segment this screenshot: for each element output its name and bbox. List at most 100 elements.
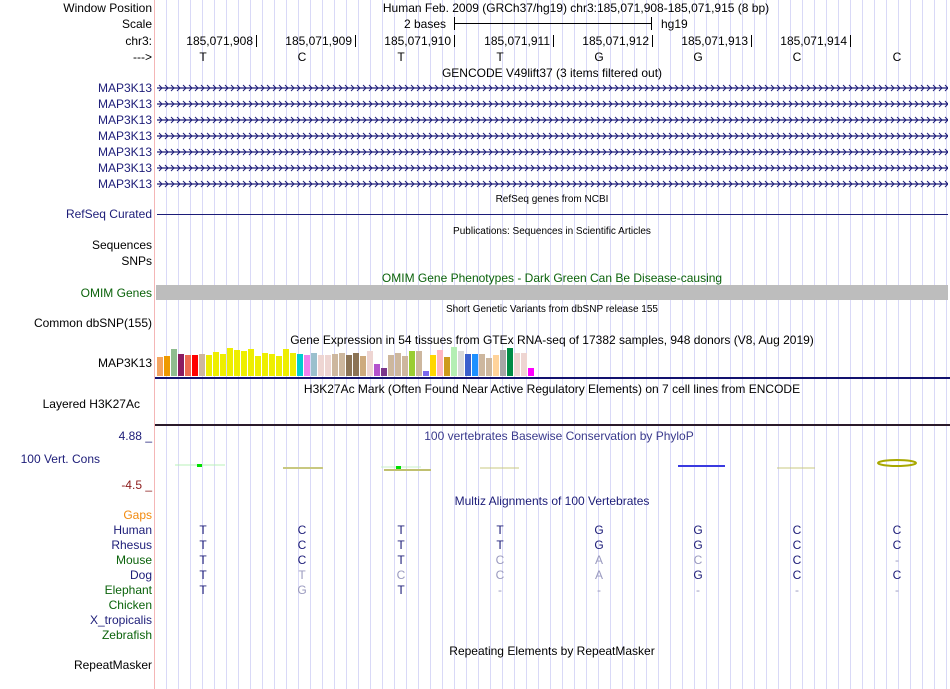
multiz-species-label[interactable]: Elephant	[104, 583, 152, 597]
ruler-tick	[652, 35, 653, 47]
gtex-tissue-bar[interactable]	[388, 355, 394, 376]
gtex-tissue-bar[interactable]	[290, 353, 296, 376]
gtex-tissue-bar[interactable]	[465, 354, 471, 376]
gtex-tissue-bar[interactable]	[493, 355, 499, 376]
gtex-tissue-bar[interactable]	[276, 356, 282, 376]
gencode-item-label[interactable]: MAP3K13	[97, 177, 152, 191]
gtex-tissue-bar[interactable]	[402, 356, 408, 376]
gencode-transcript[interactable]	[157, 115, 948, 125]
gtex-tissue-bar[interactable]	[507, 348, 513, 376]
gtex-tissue-bar[interactable]	[472, 354, 478, 376]
multiz-base: T	[199, 538, 207, 552]
gtex-tissue-bar[interactable]	[185, 355, 191, 376]
gtex-bar-chart[interactable]	[157, 346, 537, 376]
gtex-tissue-bar[interactable]	[157, 357, 163, 376]
gtex-tissue-bar[interactable]	[437, 350, 443, 376]
gtex-tissue-bar[interactable]	[444, 357, 450, 376]
gencode-item-label[interactable]: MAP3K13	[97, 113, 152, 127]
gtex-tissue-bar[interactable]	[283, 349, 289, 376]
gtex-tissue-bar[interactable]	[353, 353, 359, 376]
publications-label-snps[interactable]: SNPs	[121, 254, 152, 268]
gtex-tissue-bar[interactable]	[346, 355, 352, 376]
gtex-tissue-bar[interactable]	[304, 355, 310, 376]
gtex-tissue-bar[interactable]	[381, 368, 387, 376]
gtex-tissue-bar[interactable]	[416, 351, 422, 376]
gtex-tissue-bar[interactable]	[171, 349, 177, 376]
omim-label[interactable]: OMIM Genes	[80, 286, 152, 300]
refseq-label[interactable]: RefSeq Curated	[65, 207, 152, 221]
assembly-title[interactable]: Human Feb. 2009 (GRCh37/hg19) chr3:185,0…	[382, 1, 770, 15]
gtex-tissue-bar[interactable]	[409, 351, 415, 376]
repeatmasker-label[interactable]: RepeatMasker	[73, 658, 152, 672]
gtex-tissue-bar[interactable]	[528, 368, 534, 376]
gencode-transcript[interactable]	[157, 99, 948, 109]
gtex-tissue-bar[interactable]	[262, 353, 268, 376]
gtex-tissue-bar[interactable]	[332, 354, 338, 376]
gtex-tissue-bar[interactable]	[514, 353, 520, 376]
gencode-item-label[interactable]: MAP3K13	[97, 81, 152, 95]
gtex-tissue-bar[interactable]	[220, 354, 226, 376]
multiz-base: G	[594, 538, 604, 552]
gtex-tissue-bar[interactable]	[458, 351, 464, 376]
scale-label: Scale	[121, 17, 152, 31]
gtex-label[interactable]: MAP3K13	[97, 356, 152, 370]
gencode-item-label[interactable]: MAP3K13	[97, 161, 152, 175]
multiz-species-label[interactable]: Human	[113, 523, 152, 537]
gtex-tissue-bar[interactable]	[241, 351, 247, 376]
multiz-species-label[interactable]: Mouse	[115, 553, 152, 567]
multiz-species-label[interactable]: Dog	[129, 568, 152, 582]
gtex-tissue-bar[interactable]	[192, 355, 198, 376]
gtex-tissue-bar[interactable]	[339, 353, 345, 376]
gencode-transcript[interactable]	[157, 163, 948, 173]
gtex-tissue-bar[interactable]	[451, 347, 457, 376]
gencode-transcript[interactable]	[157, 179, 948, 189]
gtex-tissue-bar[interactable]	[269, 354, 275, 376]
multiz-species-label[interactable]: Zebrafish	[101, 628, 152, 642]
dbsnp-label[interactable]: Common dbSNP(155)	[33, 316, 152, 330]
conservation-plot[interactable]	[155, 455, 950, 475]
gencode-item-label[interactable]: MAP3K13	[97, 129, 152, 143]
gtex-tissue-bar[interactable]	[206, 355, 212, 376]
gtex-tissue-bar[interactable]	[423, 371, 429, 376]
gtex-tissue-bar[interactable]	[486, 358, 492, 376]
h3k27ac-label[interactable]: Layered H3K27Ac	[42, 397, 140, 411]
gtex-tissue-bar[interactable]	[178, 354, 184, 376]
gtex-tissue-bar[interactable]	[248, 349, 254, 376]
gencode-transcript[interactable]	[157, 83, 948, 93]
gtex-tissue-bar[interactable]	[430, 355, 436, 376]
gencode-item-label[interactable]: MAP3K13	[97, 145, 152, 159]
gtex-tissue-bar[interactable]	[360, 356, 366, 376]
multiz-species-label[interactable]: Chicken	[108, 598, 152, 612]
gtex-tissue-bar[interactable]	[374, 364, 380, 376]
gtex-tissue-bar[interactable]	[213, 352, 219, 376]
omim-gene-bar[interactable]	[156, 285, 948, 300]
gtex-tissue-bar[interactable]	[395, 353, 401, 376]
multiz-gaps-label[interactable]: Gaps	[123, 508, 152, 522]
gtex-tissue-bar[interactable]	[297, 354, 303, 376]
gencode-transcript[interactable]	[157, 147, 948, 157]
multiz-species-label[interactable]: Rhesus	[111, 538, 152, 552]
gtex-tissue-bar[interactable]	[521, 353, 527, 376]
gtex-tissue-bar[interactable]	[255, 356, 261, 376]
strand-arrows-icon	[157, 132, 948, 140]
multiz-base: C	[495, 553, 505, 567]
multiz-species-label[interactable]: X_tropicalis	[89, 613, 152, 627]
gencode-transcript[interactable]	[157, 131, 948, 141]
gencode-item-label[interactable]: MAP3K13	[97, 97, 152, 111]
multiz-base: G	[594, 523, 604, 537]
ruler-position-label: 185,071,909	[285, 34, 352, 48]
conservation-label[interactable]: 100 Vert. Cons	[20, 452, 100, 466]
gtex-tissue-bar[interactable]	[325, 355, 331, 376]
ruler-tick	[850, 35, 851, 47]
refseq-gene-line[interactable]	[157, 214, 948, 215]
gtex-tissue-bar[interactable]	[500, 350, 506, 376]
gtex-tissue-bar[interactable]	[479, 354, 485, 376]
gtex-tissue-bar[interactable]	[318, 355, 324, 376]
gtex-tissue-bar[interactable]	[367, 351, 373, 376]
publications-label-sequences[interactable]: Sequences	[91, 238, 152, 252]
gtex-tissue-bar[interactable]	[164, 356, 170, 376]
gtex-tissue-bar[interactable]	[311, 353, 317, 376]
gtex-tissue-bar[interactable]	[227, 348, 233, 376]
gtex-tissue-bar[interactable]	[199, 354, 205, 376]
gtex-tissue-bar[interactable]	[234, 350, 240, 376]
